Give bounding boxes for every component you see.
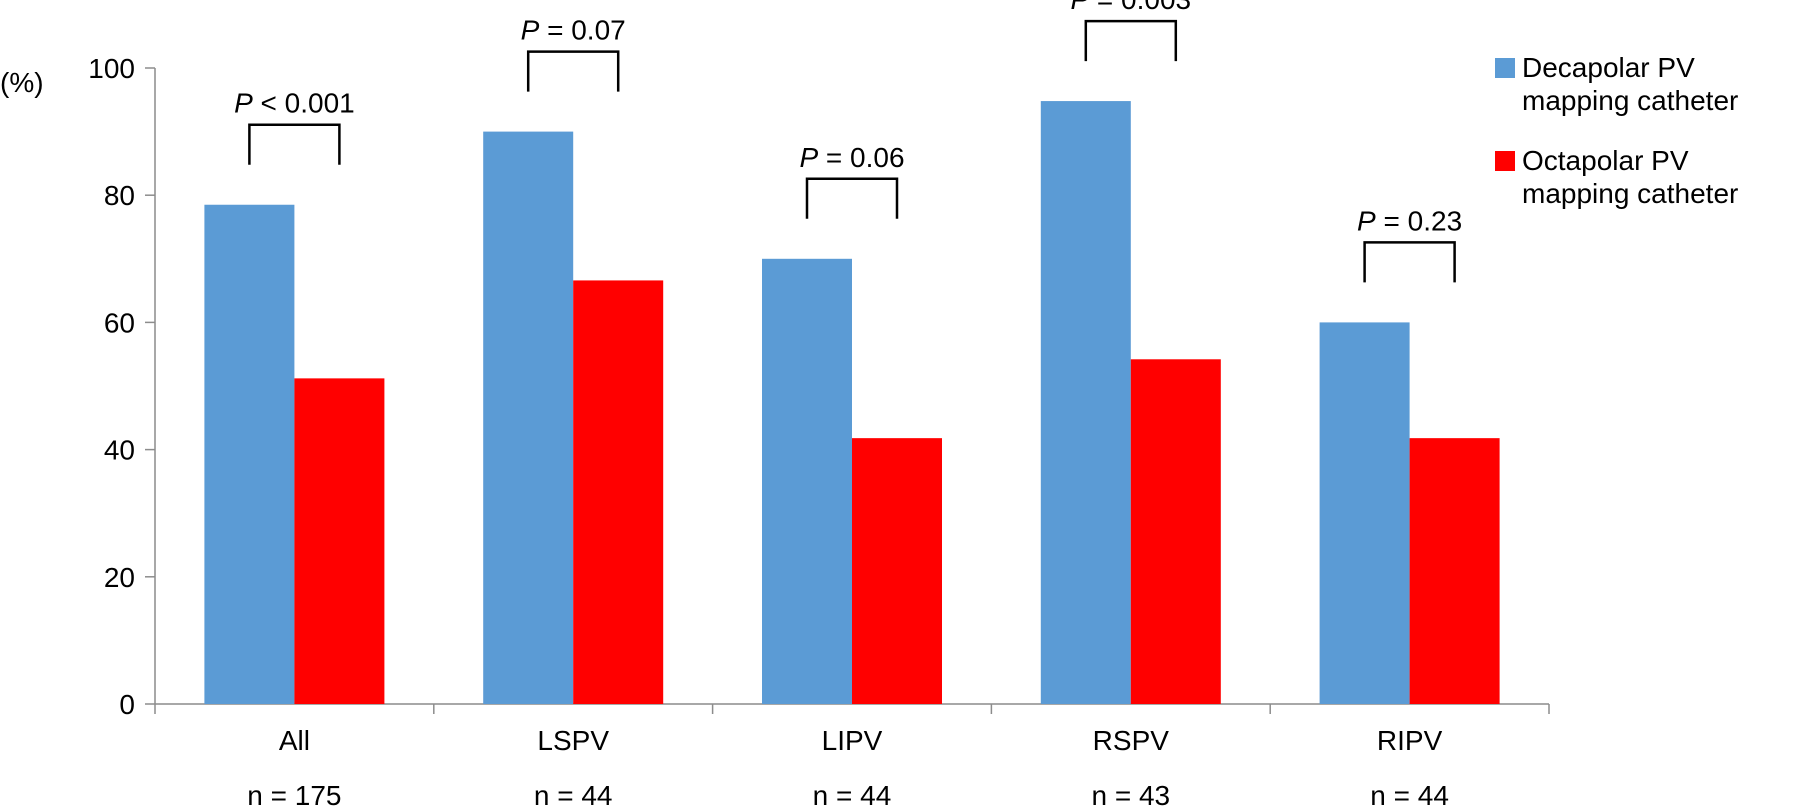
sample-size-label: n = 43: [1091, 780, 1170, 810]
y-tick-label: 40: [104, 435, 135, 466]
legend: Decapolar PV mapping catheter Octapolar PV…: [1495, 52, 1738, 209]
y-tick-label: 0: [119, 689, 135, 720]
x-category-label: RIPV: [1377, 725, 1443, 756]
p-value-label: P = 0.23: [1357, 205, 1462, 236]
bar-decapolar: [1319, 322, 1410, 704]
p-value-bracket: [1084, 19, 1178, 62]
bar-octapolar: [852, 438, 942, 704]
p-value-bracket: [805, 177, 899, 219]
bar-octapolar: [1409, 438, 1500, 704]
legend-label: Decapolar PV mapping catheter: [1522, 52, 1738, 116]
p-value-label: P = 0.003: [1070, 0, 1191, 15]
x-category-label: LIPV: [822, 725, 883, 756]
y-tick-label: 80: [104, 180, 135, 211]
y-tick-label: 20: [104, 562, 135, 593]
x-category-label: LSPV: [537, 725, 609, 756]
sample-size-label: n = 44: [813, 780, 892, 810]
legend-swatch: [1495, 58, 1515, 78]
bar-decapolar: [204, 204, 295, 705]
p-value-bracket: [1363, 241, 1456, 283]
bar-octapolar: [294, 378, 385, 704]
p-value-annotations: P < 0.001 P = 0.07 P = 0.06 P = 0.003 P = 0.…: [234, 0, 1462, 283]
bar-octapolar: [573, 280, 664, 704]
sample-size-label: n = 44: [1370, 780, 1449, 810]
axes: 0 20 40 60 80 100 (%): [0, 53, 1550, 720]
p-value-label: P = 0.07: [521, 15, 626, 46]
p-value-bracket: [526, 50, 620, 92]
x-axis-labels: All n = 175 LSPV n = 44 LIPV n = 44 RSPV n = 43…: [247, 725, 1449, 810]
bar-decapolar: [1040, 101, 1131, 704]
x-category-label: RSPV: [1093, 725, 1170, 756]
sample-size-label: n = 44: [534, 780, 613, 810]
y-axis-label: (%): [0, 67, 44, 98]
y-tick-label: 60: [104, 307, 135, 338]
sample-size-label: n = 175: [247, 780, 341, 810]
p-value-label: P = 0.06: [799, 142, 904, 173]
bar-decapolar: [762, 258, 852, 704]
bar-decapolar: [483, 131, 574, 705]
p-value-bracket: [248, 123, 341, 165]
legend-swatch: [1495, 151, 1515, 171]
p-value-label: P < 0.001: [234, 88, 355, 119]
bars: [204, 101, 1500, 705]
bar-octapolar: [1130, 359, 1221, 704]
legend-label: Octapolar PV mapping catheter: [1522, 145, 1738, 209]
x-category-label: All: [279, 725, 310, 756]
y-tick-label: 100: [88, 53, 135, 84]
